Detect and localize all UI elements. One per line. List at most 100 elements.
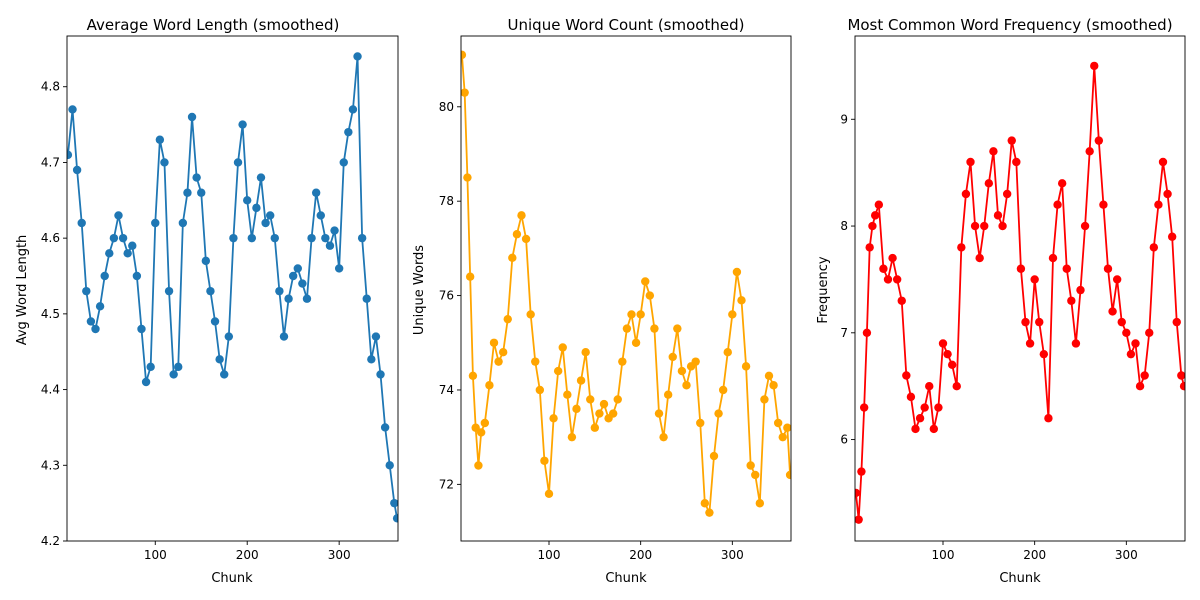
data-point [517, 211, 526, 220]
data-point [137, 324, 146, 334]
data-point [307, 233, 316, 243]
data-point [362, 294, 371, 303]
data-point [751, 470, 760, 480]
data-point [86, 317, 96, 326]
data-point [1025, 339, 1035, 348]
series-group [461, 50, 791, 517]
data-point [465, 272, 475, 281]
data-point [563, 390, 572, 399]
data-point [151, 218, 160, 228]
x-tick-label: 300 [328, 548, 351, 562]
data-point [879, 264, 888, 273]
x-axis-label: Chunk [605, 571, 647, 586]
data-point [275, 286, 284, 296]
data-point [376, 370, 385, 379]
data-point [293, 264, 302, 273]
data-point [1099, 200, 1108, 209]
y-axis-label: Frequency [816, 256, 831, 323]
data-point [169, 370, 178, 379]
data-point [118, 233, 128, 243]
data-point [489, 338, 499, 347]
data-point [1103, 264, 1113, 273]
data-point [911, 424, 920, 434]
data-point [755, 499, 765, 508]
data-point [1126, 349, 1136, 359]
data-point [929, 424, 939, 434]
y-tick-label: 4.5 [41, 307, 60, 321]
data-point [334, 264, 344, 273]
data-point [311, 188, 321, 197]
data-point [160, 158, 169, 167]
data-point [1094, 136, 1104, 145]
data-point [590, 423, 600, 432]
data-point [380, 423, 390, 432]
data-point [970, 221, 980, 231]
data-point [654, 409, 664, 418]
data-point [1179, 381, 1185, 391]
axes-frame [854, 35, 1186, 542]
data-point [123, 249, 132, 258]
data-point [512, 230, 522, 239]
data-point [558, 343, 567, 352]
series-line [67, 55, 398, 519]
x-tick-label: 200 [1023, 548, 1046, 562]
data-point [572, 404, 581, 414]
data-point [1044, 414, 1053, 423]
data-point [1085, 147, 1094, 156]
data-point [197, 188, 206, 197]
data-point [888, 253, 897, 263]
data-point [471, 423, 480, 432]
data-point [1158, 157, 1168, 167]
data-point [1035, 317, 1044, 327]
y-tick-label: 4.6 [41, 231, 60, 245]
data-point [567, 432, 577, 442]
data-point [622, 324, 632, 333]
data-point [906, 392, 916, 402]
data-point [966, 157, 975, 167]
data-point [760, 395, 769, 404]
y-tick-label: 76 [439, 289, 454, 303]
data-point [261, 218, 270, 228]
data-point [192, 173, 201, 182]
data-point [599, 399, 609, 409]
data-point [252, 203, 261, 213]
data-point [155, 135, 165, 144]
data-point [586, 395, 595, 404]
data-point [508, 253, 517, 263]
y-tick-label: 72 [439, 477, 454, 491]
data-point [741, 362, 751, 371]
y-axis-label: Avg Word Length [15, 235, 30, 346]
data-point [595, 409, 604, 418]
data-point [700, 499, 710, 508]
data-point [783, 423, 791, 432]
data-point [526, 310, 535, 319]
x-axis-label: Chunk [211, 571, 253, 586]
data-point [72, 165, 82, 175]
data-point [576, 376, 586, 385]
data-point [627, 310, 636, 319]
data-point [581, 348, 590, 357]
data-point [673, 324, 682, 333]
data-point [1062, 264, 1071, 273]
data-point [77, 218, 86, 228]
data-point [943, 349, 952, 359]
data-point [1016, 264, 1026, 273]
data-point [668, 352, 677, 362]
data-point [288, 271, 298, 281]
data-point [553, 366, 563, 376]
chart-panel-unique-word-count: Unique Word Count (smoothed) Chunk Uniqu… [412, 16, 792, 586]
data-point [764, 371, 774, 381]
y-axis-label: Unique Words [412, 245, 427, 335]
data-point [696, 418, 705, 428]
data-point [1067, 296, 1076, 305]
data-point [325, 241, 335, 250]
data-point [461, 88, 469, 97]
data-point [785, 470, 791, 480]
data-point [892, 275, 902, 284]
data-point [531, 357, 540, 366]
data-point [392, 514, 398, 523]
data-point [385, 461, 394, 470]
data-point [100, 271, 109, 281]
data-point [915, 414, 925, 423]
